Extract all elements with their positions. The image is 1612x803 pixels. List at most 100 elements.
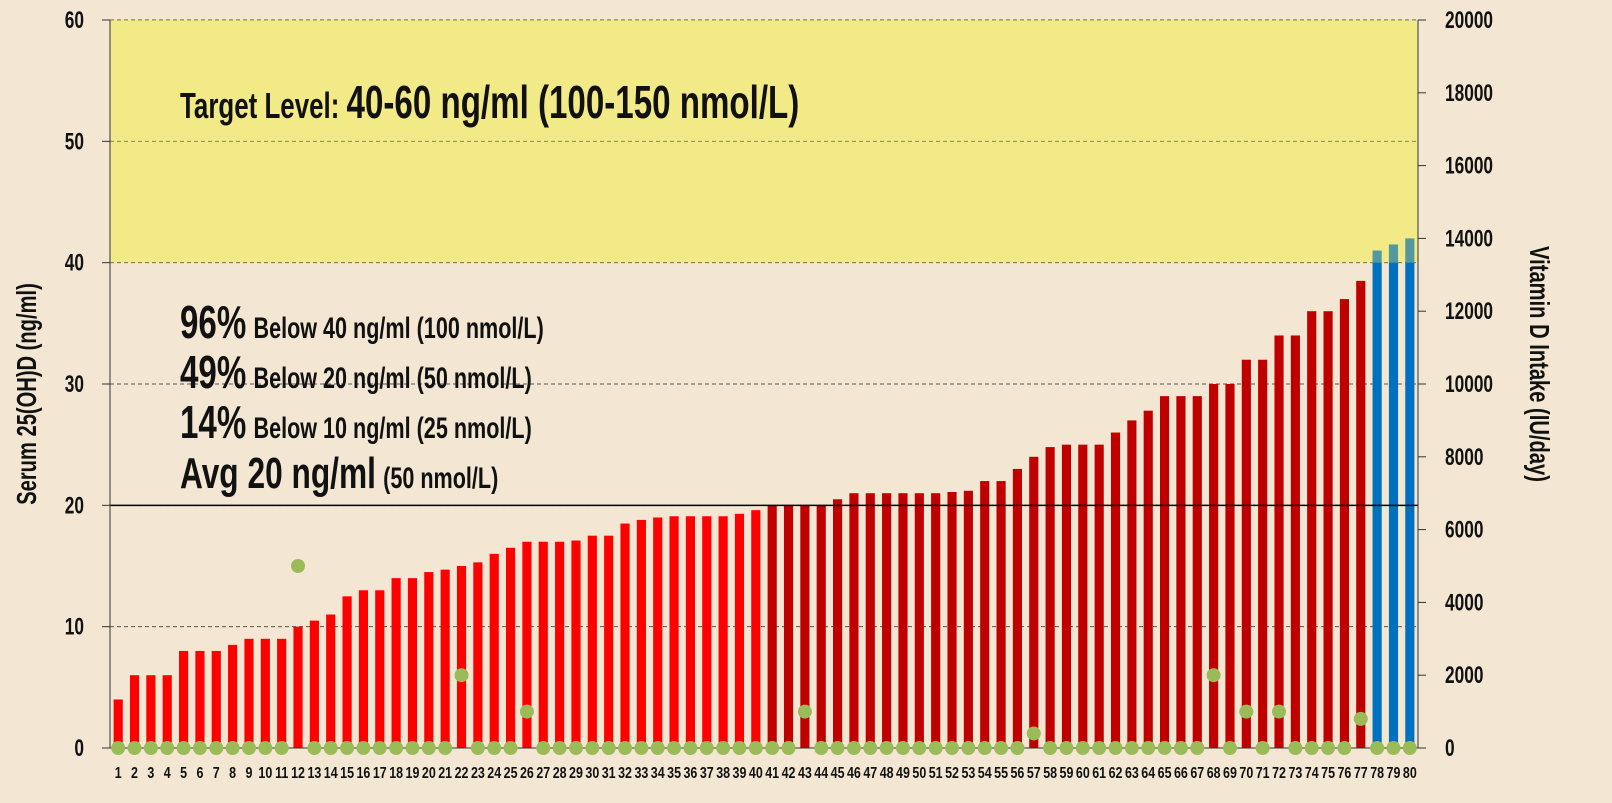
x-tick-label-group: 59	[1060, 765, 1074, 783]
bar	[832, 499, 843, 748]
x-tick-label: 56	[1010, 765, 1024, 783]
intake-dot	[912, 741, 927, 755]
intake-dot	[1124, 741, 1139, 755]
bar	[767, 505, 777, 748]
x-tick-label: 76	[1337, 765, 1351, 783]
x-tick-label: 70	[1239, 765, 1253, 783]
x-tick-label: 7	[213, 765, 220, 783]
bar	[783, 505, 794, 748]
x-tick-label-group: 6	[196, 765, 203, 783]
x-tick-label: 12	[291, 765, 305, 783]
x-tick-label-group: 24	[487, 765, 501, 783]
y-tick-label-group: 20	[65, 493, 84, 519]
x-tick-label-group: 10	[258, 765, 272, 783]
bar	[1143, 410, 1153, 748]
bar	[1209, 384, 1219, 748]
intake-dot	[1239, 704, 1254, 719]
intake-dot	[454, 668, 469, 683]
annotation: Target Level: 40-60 ng/ml (100-150 nmol/L…	[180, 78, 799, 128]
y2-axis-title: Vitamin D Intake (IU/day)	[1523, 246, 1554, 482]
x-tick-label: 1	[115, 765, 122, 783]
annotation: 96% Below 40 ng/ml (100 nmol/L)	[180, 298, 544, 348]
intake-dot	[977, 741, 992, 755]
annotation-text: 40-60 ng/ml (100-150 nmol/L)	[347, 78, 800, 128]
bar	[1176, 396, 1186, 748]
x-tick-label: 64	[1141, 765, 1155, 783]
intake-dot	[585, 741, 600, 755]
x-tick-label-group: 16	[356, 765, 370, 783]
bar	[1339, 299, 1350, 748]
intake-dot	[945, 741, 960, 755]
intake-dot	[1026, 726, 1041, 741]
x-tick-label: 14	[324, 765, 338, 783]
intake-dot	[307, 741, 322, 755]
bar	[1323, 311, 1333, 748]
intake-dot	[536, 741, 551, 755]
x-tick-label-group: 74	[1305, 765, 1319, 783]
x-tick-label-group: 72	[1272, 765, 1286, 783]
bar	[620, 523, 630, 748]
x-tick-label-group: 26	[520, 765, 534, 783]
x-tick-label: 34	[651, 765, 665, 783]
x-tick-label: 42	[782, 765, 796, 783]
bar	[489, 553, 499, 748]
x-tick-label-group: 40	[749, 765, 763, 783]
x-tick-label-group: 9	[246, 765, 253, 783]
intake-dot	[291, 559, 306, 573]
intake-dot	[1353, 711, 1368, 726]
x-tick-label-group: 11	[275, 765, 288, 783]
x-tick-label: 71	[1256, 765, 1270, 783]
intake-dot	[1337, 741, 1352, 755]
intake-dot	[225, 741, 240, 755]
x-tick-label: 57	[1027, 765, 1041, 783]
x-tick-label: 18	[389, 765, 403, 783]
bar	[1159, 396, 1170, 748]
y-axis-title: Serum 25(OH)D (ng/ml)	[12, 283, 43, 505]
x-tick-label-group: 51	[929, 765, 943, 783]
x-tick-label-group: 3	[147, 765, 154, 783]
x-tick-label: 75	[1321, 765, 1335, 783]
bar	[358, 590, 369, 748]
intake-dot	[683, 741, 698, 755]
x-tick-label-group: 44	[814, 765, 828, 783]
intake-dot	[487, 741, 502, 755]
intake-dot	[961, 741, 976, 755]
bar	[1192, 396, 1202, 748]
bar	[178, 650, 189, 748]
x-tick-label-group: 1	[115, 765, 122, 783]
bar	[914, 493, 924, 748]
y-tick-label-group: 10	[65, 614, 84, 640]
y-tick-label-group: 50	[65, 129, 84, 155]
x-tick-label-group: 28	[553, 765, 567, 783]
y2-tick-label-group: 2000	[1445, 663, 1483, 689]
x-tick-label: 54	[978, 765, 992, 783]
x-tick-label-group: 12	[291, 765, 305, 783]
x-tick-label: 61	[1092, 765, 1106, 783]
x-tick-label-group: 20	[422, 765, 436, 783]
x-tick-label-group: 73	[1288, 765, 1302, 783]
x-tick-label: 47	[863, 765, 877, 783]
x-tick-label-group: 18	[389, 765, 403, 783]
x-tick-label-group: 8	[229, 765, 236, 783]
x-tick-label: 39	[733, 765, 747, 783]
bar	[996, 481, 1006, 748]
x-tick-label-group: 68	[1207, 765, 1221, 783]
y-tick-label: 0	[74, 735, 84, 761]
x-tick-label: 66	[1174, 765, 1188, 783]
bar	[1290, 335, 1300, 748]
y-tick-label-group: 0	[74, 735, 84, 761]
x-tick-label-group: 17	[373, 765, 387, 783]
y2-tick-label-group: 14000	[1445, 226, 1493, 252]
x-tick-label: 21	[438, 765, 452, 783]
x-tick-label: 63	[1125, 765, 1139, 783]
bar	[1356, 280, 1366, 748]
intake-dot	[209, 741, 224, 755]
y2-tick-label: 0	[1445, 735, 1455, 761]
y-tick-label-group: 60	[65, 7, 84, 33]
y-tick-label: 60	[65, 7, 84, 33]
bar	[391, 578, 401, 748]
x-tick-label-group: 21	[438, 765, 452, 783]
intake-dot	[258, 741, 273, 755]
intake-dot	[470, 741, 485, 755]
intake-dot	[552, 741, 567, 755]
